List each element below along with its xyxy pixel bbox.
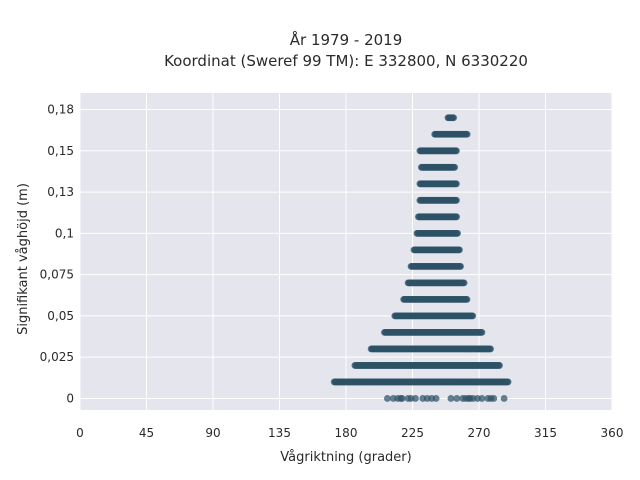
data-point xyxy=(398,395,406,402)
data-point xyxy=(453,395,461,402)
x-tick-label: 180 xyxy=(335,426,358,440)
data-point xyxy=(478,395,486,402)
data-point xyxy=(454,229,461,237)
data-point xyxy=(456,246,463,254)
y-tick-label: 0,13 xyxy=(47,185,74,199)
x-tick-label: 225 xyxy=(401,426,424,440)
data-point xyxy=(487,345,494,353)
data-point xyxy=(453,147,460,155)
x-tick-label: 90 xyxy=(205,426,220,440)
data-point xyxy=(432,395,440,402)
data-point xyxy=(412,395,419,402)
data-point xyxy=(457,262,464,270)
data-point xyxy=(469,312,477,320)
x-tick-label: 45 xyxy=(139,426,154,440)
data-point xyxy=(463,130,471,138)
data-point xyxy=(451,163,459,171)
data-point xyxy=(383,395,391,402)
chart-subtitle: Koordinat (Sweref 99 TM): E 332800, N 63… xyxy=(164,52,528,70)
y-axis-label: Signifikant våghöjd (m) xyxy=(16,183,31,335)
y-tick-label: 0 xyxy=(66,391,74,405)
chart-title: År 1979 - 2019 xyxy=(290,30,403,49)
data-point xyxy=(500,395,508,402)
grid-lines xyxy=(79,93,613,410)
data-point xyxy=(490,395,498,402)
x-tick-label: 135 xyxy=(268,426,291,440)
y-tick-label: 0,075 xyxy=(40,268,74,282)
y-tick-label: 0,05 xyxy=(47,309,74,323)
y-tick-label: 0,025 xyxy=(40,350,74,364)
data-points xyxy=(330,114,512,402)
data-point xyxy=(496,362,503,369)
x-tick-labels: 0 45 90 135 180 225 270 315 360 xyxy=(76,426,623,440)
y-tick-label: 0,1 xyxy=(55,226,74,240)
y-tick-labels: 0 0,025 0,05 0,075 0,1 0,13 0,15 0,18 xyxy=(40,103,74,406)
data-point xyxy=(450,114,458,122)
data-point xyxy=(478,329,486,336)
data-point xyxy=(453,213,461,221)
data-point xyxy=(504,378,512,386)
x-tick-label: 315 xyxy=(534,426,557,440)
data-point xyxy=(447,395,455,402)
x-tick-label: 270 xyxy=(468,426,491,440)
y-tick-label: 0,15 xyxy=(47,144,74,158)
x-axis-label: Vågriktning (grader) xyxy=(280,450,411,465)
data-point xyxy=(453,180,460,188)
data-point xyxy=(463,295,471,303)
data-point xyxy=(453,196,460,204)
data-point xyxy=(460,279,468,287)
x-tick-label: 360 xyxy=(601,426,624,440)
y-tick-label: 0,18 xyxy=(47,103,74,117)
x-tick-label: 0 xyxy=(76,426,84,440)
